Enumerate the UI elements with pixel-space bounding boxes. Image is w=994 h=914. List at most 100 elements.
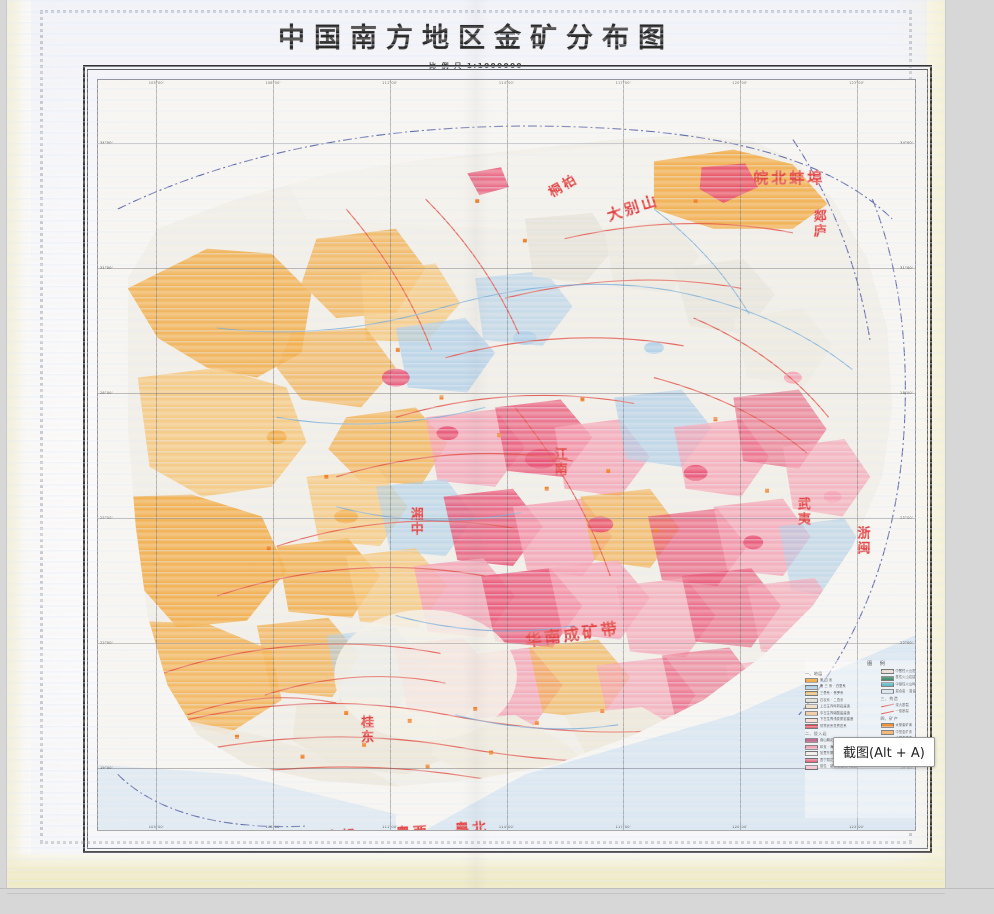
page-title: 中国南方地区金矿分布图: [278, 23, 674, 54]
legend-row: 中古生界碳酸盐建造: [805, 710, 875, 716]
legend-row: 混合岩 · 混合花岗岩化区: [880, 688, 916, 694]
legend-label: 第 四 系: [820, 677, 833, 682]
graticule-parallel: [98, 142, 915, 144]
title-block: 中国南方地区金矿分布图 比 例 尺 1:1000000: [7, 16, 945, 71]
legend-row: 中酸性火山岩建造: [880, 668, 916, 674]
legend-color-swatch: [880, 669, 894, 674]
legend-color-swatch: [805, 710, 818, 716]
legend-label: 深大断裂: [895, 702, 909, 707]
graticule-lat-label: 28°00': [900, 390, 913, 395]
legend-row: 中型金矿床: [880, 729, 916, 735]
legend-color-swatch: [805, 724, 818, 730]
graticule-meridian: [739, 80, 741, 830]
legend-color-swatch: [880, 729, 894, 735]
graticule-lon-label: 120°00': [732, 825, 748, 829]
graticule-lat-label: 31°00': [100, 265, 113, 270]
legend-line-swatch: [880, 703, 894, 708]
graticule-lon-label: 120°00': [732, 81, 748, 85]
legend-color-swatch: [805, 738, 818, 744]
map-photograph: 中国南方地区金矿分布图 比 例 尺 1:1000000: [7, 0, 945, 888]
legend-section-heading: 三、构造: [880, 695, 899, 701]
graticule-lon-label: 114°00': [498, 825, 515, 829]
graticule-lat-label: 22°00': [900, 640, 913, 645]
legend-row: 第 四 系: [805, 678, 875, 683]
page-gutter-rule: [7, 893, 945, 894]
graticule-lon-label: 108°00': [265, 81, 281, 85]
graticule-frame: 105°00' 105°00' 108°00' 108°00' 111°00' 111°0…: [97, 79, 916, 831]
graticule-lat-label: 34°00': [100, 140, 113, 145]
legend-color-swatch: [805, 717, 818, 723]
graticule-lon-label: 111°00': [382, 825, 398, 829]
legend-row: 深大断裂: [880, 702, 916, 708]
graticule-parallel: [98, 267, 915, 269]
legend-title: 图 例: [867, 661, 888, 667]
graticule-lat-label: 19°00': [100, 765, 113, 770]
graticule-meridian: [156, 80, 158, 830]
legend-color-swatch: [805, 684, 818, 690]
graticule-parallel: [98, 767, 915, 769]
legend-label: 上古生界碎屑岩建造: [820, 704, 851, 709]
graticule-lon-label: 111°00': [382, 81, 398, 85]
graticule-lat-label: 28°00': [100, 390, 113, 395]
map-frame: 105°00' 105°00' 108°00' 108°00' 111°00' 111°0…: [83, 65, 932, 853]
graticule-meridian: [506, 80, 508, 830]
legend-color-swatch: [880, 675, 894, 681]
legend-label: 下古生界浅变质岩建造: [820, 717, 854, 722]
graticule-lon-label: 108°00': [265, 825, 281, 829]
legend-row: 上古生界碎屑岩建造: [805, 704, 875, 710]
legend-row: 前寒武系变质岩系: [805, 724, 875, 730]
graticule-lat-label: 25°00': [100, 515, 113, 520]
legend-label: 中型金矿床: [895, 729, 913, 734]
legend-color-swatch: [805, 764, 818, 770]
legend-label: 前寒武系变质岩系: [820, 724, 847, 729]
legend-label: 中古生界碳酸盐建造: [820, 710, 851, 715]
legend-row: 石炭系 · 二叠系: [805, 697, 875, 703]
graticule-parallel: [98, 642, 915, 644]
graticule-lon-label: 123°00': [849, 81, 865, 85]
graticule-lat-label: 31°00': [900, 265, 913, 270]
legend-row: 下古生界浅变质岩建造: [805, 717, 875, 723]
graticule-lon-label: 123°00': [849, 825, 865, 829]
graticule-lon-label: 105°00': [148, 825, 164, 829]
legend-color-swatch: [805, 744, 818, 750]
legend-color-swatch: [805, 697, 818, 703]
legend-color-swatch: [805, 691, 818, 697]
graticule-lat-label: 22°00': [100, 640, 113, 645]
legend-section-heading: 四、矿产: [880, 716, 899, 722]
graticule-meridian: [389, 80, 391, 830]
graticule-lon-label: 117°00': [615, 825, 631, 829]
graticule-lon-label: 117°00': [615, 81, 631, 85]
graticule-lat-label: 25°00': [900, 515, 913, 520]
legend-row: 第 三 系 · 白垩系: [805, 684, 875, 690]
legend-row: 三叠系 · 侏罗系: [805, 691, 875, 697]
legend-label: 中酸性火山岩建造: [895, 668, 916, 673]
graticule-lon-label: 105°00': [148, 81, 164, 85]
graticule-lat-label: 34°00': [900, 140, 913, 145]
screenshot-tooltip[interactable]: 截图(Alt + A): [833, 737, 935, 767]
page-gutter-below: [0, 888, 994, 914]
graticule-meridian: [273, 80, 275, 830]
legend-label: 中基性火山碎屑岩建造: [895, 682, 916, 687]
legend-row: 大型金矿床: [880, 723, 916, 729]
legend-section-heading: 一、地层: [805, 671, 823, 676]
graticule-parallel: [98, 392, 915, 394]
legend-color-swatch: [805, 704, 818, 710]
legend-color-swatch: [805, 678, 818, 683]
legend-label: 大型金矿床: [895, 723, 913, 728]
legend-color-swatch: [805, 757, 818, 763]
legend-row: 中基性火山碎屑岩建造: [880, 682, 916, 688]
paper-bottom-margin: [7, 854, 945, 888]
graticule-meridian: [623, 80, 625, 830]
legend-color-swatch: [880, 682, 894, 688]
legend-label: 三叠系 · 侏罗系: [820, 691, 844, 696]
legend-label: 一般断裂: [895, 709, 909, 714]
legend-label: 混合岩 · 混合花岗岩化区: [895, 688, 916, 693]
legend-row: 一般断裂: [880, 709, 916, 715]
legend-row: 基性火山岩建造（玄武岩）: [880, 675, 916, 681]
legend-label: 基性火山岩建造（玄武岩）: [895, 675, 916, 680]
document-page: 中国南方地区金矿分布图 比 例 尺 1:1000000: [7, 0, 945, 888]
legend-color-swatch: [805, 751, 818, 757]
graticule-lon-label: 114°00': [498, 81, 515, 85]
legend-label: 第 三 系 · 白垩系: [820, 684, 846, 689]
